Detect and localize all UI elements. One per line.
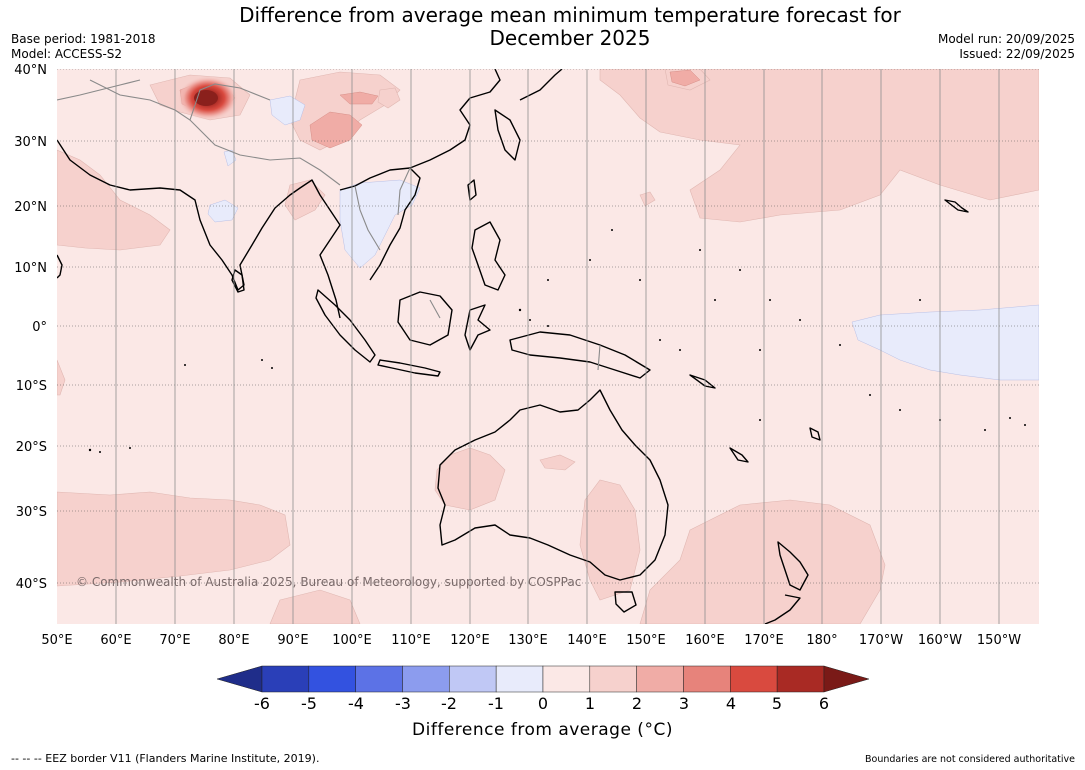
colorbar-segment <box>355 665 403 693</box>
anomaly-hotspot-core <box>194 90 218 106</box>
title-line-2: December 2025 <box>489 26 651 50</box>
lat-label: 10°N <box>14 261 47 276</box>
lon-label: 160°E <box>685 633 725 648</box>
colorbar-tick: 5 <box>772 694 782 713</box>
lon-label: 130°E <box>508 633 548 648</box>
colorbar-arrow-low <box>216 665 263 693</box>
lat-label: 30°N <box>14 135 47 150</box>
colorbar-segment <box>683 665 731 693</box>
anomaly-1to2-regions <box>57 69 1039 624</box>
lat-label: 0° <box>32 320 47 335</box>
lon-label: 50°E <box>41 633 72 648</box>
coastlines <box>57 69 969 624</box>
colorbar-segment <box>589 665 637 693</box>
colorbar-tick: 3 <box>679 694 689 713</box>
colorbar-tick: -3 <box>395 694 411 713</box>
lat-label: 20°S <box>16 440 47 455</box>
colorbar-tick: -5 <box>301 694 317 713</box>
colorbar-tick: 0 <box>538 694 548 713</box>
copyright-text: © Commonwealth of Australia 2025, Bureau… <box>76 575 581 589</box>
lat-label: 10°S <box>16 379 47 394</box>
eez-note: -- -- -- EEZ border V11 (Flanders Marine… <box>11 752 320 765</box>
header-right: Model run: 20/09/2025 Issued: 22/09/2025 <box>938 32 1075 62</box>
lon-label: 80°E <box>218 633 249 648</box>
lon-label: 120°E <box>450 633 490 648</box>
colorbar-tick: -4 <box>348 694 364 713</box>
colorbar-tick: 6 <box>819 694 829 713</box>
header-left: Base period: 1981-2018 Model: ACCESS-S2 <box>11 32 156 62</box>
colorbar-title: Difference from average (°C) <box>412 720 673 740</box>
lon-label: 180° <box>806 633 837 648</box>
lat-label: 20°N <box>14 200 47 215</box>
colorbar-segment <box>495 665 544 693</box>
colorbar-tick: 4 <box>726 694 736 713</box>
small-islands <box>88 229 1026 453</box>
colorbar: -6 -5 -4 -3 -2 -1 0 1 2 3 4 5 6 <box>216 665 870 713</box>
colorbar-tick-labels: -6 -5 -4 -3 -2 -1 0 1 2 3 4 5 6 <box>254 694 829 713</box>
colorbar-segment <box>449 665 497 693</box>
base-period-text: Base period: 1981-2018 <box>11 32 156 46</box>
country-borders <box>57 79 601 371</box>
lat-label: 40°N <box>14 63 47 78</box>
lat-label: 40°S <box>16 577 47 592</box>
colorbar-tick: 1 <box>585 694 595 713</box>
lon-label: 110°E <box>391 633 431 648</box>
lon-label: 100°E <box>332 633 372 648</box>
colorbar-tick: 2 <box>632 694 642 713</box>
issued-text: Issued: 22/09/2025 <box>959 47 1075 61</box>
colorbar-segment <box>776 665 825 693</box>
colorbar-segment <box>402 665 450 693</box>
lat-labels: 40°N 30°N 20°N 10°N 0° 10°S 20°S 30°S 40… <box>14 63 47 592</box>
colorbar-arrow-high <box>823 665 870 693</box>
lon-labels: 50°E 60°E 70°E 80°E 90°E 100°E 110°E 120… <box>41 633 1021 648</box>
lon-label: 150°W <box>977 633 1021 648</box>
anomaly-negative-regions <box>207 95 1039 381</box>
colorbar-segment <box>308 665 356 693</box>
lon-gridlines <box>115 69 1000 624</box>
map-field: © Commonwealth of Australia 2025, Bureau… <box>57 69 1039 624</box>
lon-label: 160°W <box>918 633 962 648</box>
title-line-1: Difference from average mean minimum tem… <box>239 3 901 27</box>
map-title: Difference from average mean minimum tem… <box>170 4 970 50</box>
model-text: Model: ACCESS-S2 <box>11 47 123 61</box>
lon-label: 140°E <box>567 633 607 648</box>
colorbar-segment <box>261 665 310 693</box>
colorbar-tick: -6 <box>254 694 270 713</box>
lon-label: 90°E <box>277 633 308 648</box>
lon-label: 170°W <box>859 633 903 648</box>
colorbar-segment <box>730 665 778 693</box>
lon-label: 70°E <box>159 633 190 648</box>
lat-label: 30°S <box>16 505 47 520</box>
colorbar-tick: -1 <box>488 694 504 713</box>
lon-label: 170°E <box>744 633 784 648</box>
colorbar-tick: -2 <box>441 694 457 713</box>
model-run-text: Model run: 20/09/2025 <box>937 32 1075 46</box>
colorbar-segment <box>542 665 591 693</box>
colorbar-segment <box>636 665 684 693</box>
boundaries-note: Boundaries are not considered authoritat… <box>865 754 1075 765</box>
lon-label: 150°E <box>626 633 666 648</box>
lon-label: 60°E <box>100 633 131 648</box>
